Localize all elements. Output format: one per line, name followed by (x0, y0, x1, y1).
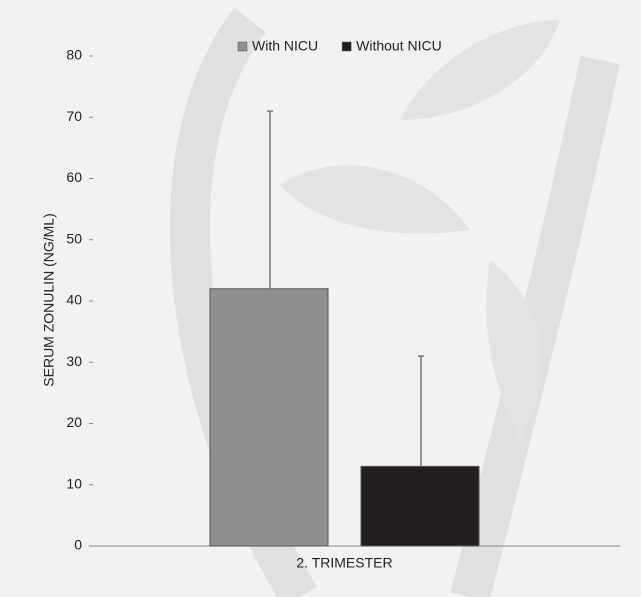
y-tick-label: 80 (66, 47, 82, 63)
bar (361, 466, 479, 546)
y-tick-label: 30 (66, 353, 82, 369)
y-tick-label: 20 (66, 414, 82, 430)
y-tick-label: 0 (74, 537, 82, 553)
legend-label: Without NICU (356, 38, 442, 54)
y-tick-label: 50 (66, 230, 82, 246)
y-tick-label: 40 (66, 292, 82, 308)
x-tick-label: 2. TRIMESTER (296, 555, 392, 571)
y-tick-label: 70 (66, 108, 82, 124)
y-tick-label: 10 (66, 475, 82, 491)
y-tick-label: 60 (66, 169, 82, 185)
y-axis-label: SERUM ZONULIN (NG/ML) (41, 213, 57, 386)
legend-swatch (238, 42, 247, 51)
chart: SERUM ZONULIN (NG/ML) 0 10 20 30 40 50 60 70 80 2… (0, 0, 641, 597)
bar (210, 289, 328, 546)
legend-label: With NICU (252, 38, 318, 54)
legend-swatch (342, 42, 351, 51)
